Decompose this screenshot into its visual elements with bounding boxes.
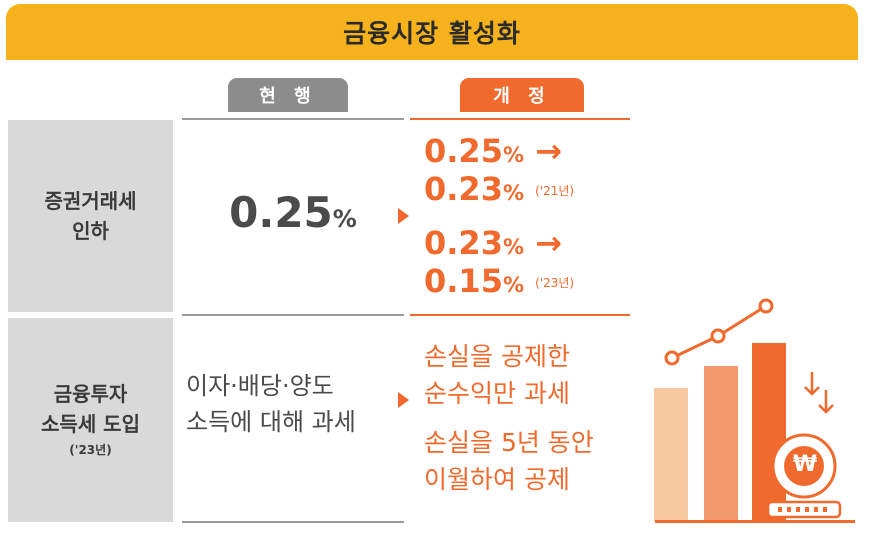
rate-year: ('23년) [535,276,575,290]
rate-year: ('21년) [535,184,575,198]
rate-unit: % [502,273,524,297]
rate-value: 0.23 [424,170,503,208]
coin-stack-icon [766,500,842,519]
header-revised: 개 정 [460,78,584,112]
current-rate-unit: % [332,205,357,233]
row-label-line: 소득세 도입 [41,412,140,436]
illustration-baseline [655,520,855,523]
right-arrow-icon: → [535,132,562,170]
arrow-right-icon [398,392,409,408]
right-arrow-icon: → [535,224,562,262]
current-tax-line: 이자·배당·양도 [186,372,334,400]
row-label-securities-tax: 증권거래세 인하 [8,120,173,312]
row-label-line: 인하 [72,219,109,243]
revised-tax-line: 손실을 공제한 [424,342,570,371]
divider-current-mid [182,314,404,316]
trend-point [664,350,680,366]
revised-rate-3: 0.23% → [424,226,562,264]
rate-unit: % [502,235,524,259]
revised-rate-1: 0.25% → [424,134,562,172]
trend-point [710,328,726,344]
divider-revised-mid [410,314,630,316]
current-tax-line: 소득에 대해 과세 [186,408,356,436]
rate-unit: % [502,181,524,205]
row-label-investment-income-tax: 금융투자 소득세 도입 ('23년) [8,318,173,522]
revised-tax-description-1: 손실을 공제한 순수익만 과세 [424,338,570,412]
rate-value: 0.15 [424,262,503,300]
illustration-bar-2 [704,366,738,521]
revised-tax-line: 이월하여 공제 [424,465,570,494]
current-rate-value: 0.25 [229,188,333,237]
revised-tax-description-2: 손실을 5년 동안 이월하여 공제 [424,424,594,498]
rate-value: 0.23 [424,224,503,262]
current-tax-description: 이자·배당·양도 소득에 대해 과세 [186,368,404,440]
rate-unit: % [502,143,524,167]
revised-tax-line: 순수익만 과세 [424,379,570,408]
bar-chart-coin-illustration [654,298,842,521]
header-current: 현 행 [228,78,348,112]
row-label-line: 증권거래세 [44,189,137,213]
coin-inner [784,446,824,486]
arrow-right-icon [398,208,409,224]
page-title-banner: 금융시장 활성화 [6,4,858,60]
illustration-bar-3 [752,343,786,521]
divider-current-bottom [182,521,404,523]
rate-value: 0.25 [424,132,503,170]
page-title: 금융시장 활성화 [343,19,521,48]
illustration-bar-1 [654,388,688,521]
revised-rate-2: 0.23% ('21년) [424,172,574,210]
trend-point [758,298,774,314]
divider-revised-top [410,118,630,120]
row-label-note: ('23년) [69,443,112,457]
coin-stack-dots [778,507,827,512]
won-symbol: ₩ [792,452,818,477]
divider-current-top [182,118,404,120]
revised-tax-line: 손실을 5년 동안 [424,428,594,457]
row-label-line: 금융투자 [53,382,128,406]
down-arrow-icon [804,372,834,414]
current-rate: 0.25% [182,188,404,237]
revised-rate-4: 0.15% ('23년) [424,264,574,302]
